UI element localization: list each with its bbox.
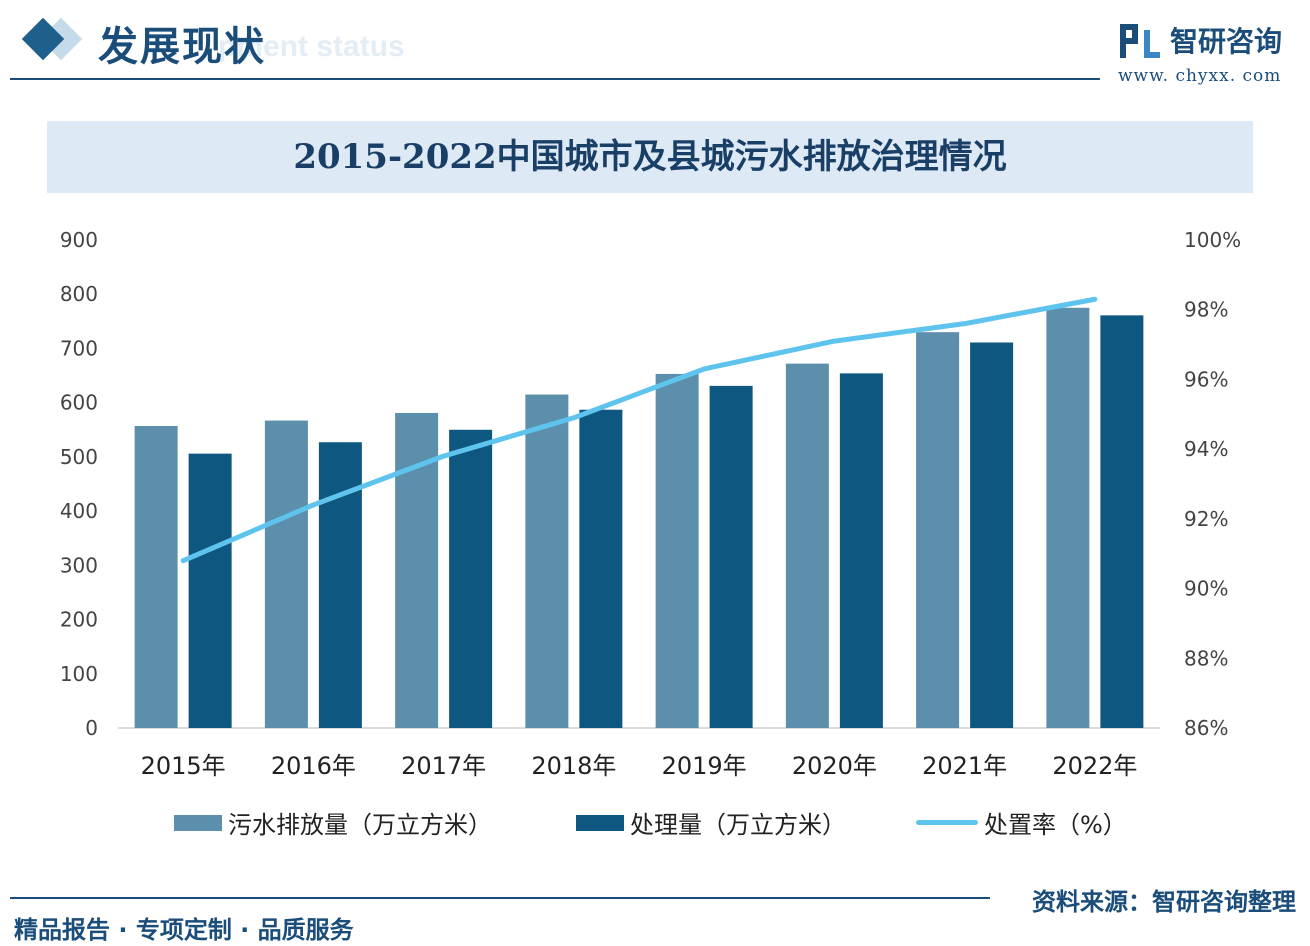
bar-treated [839, 373, 883, 728]
y-right-tick-label: 92% [1184, 507, 1228, 531]
bars-group [134, 307, 1144, 728]
legend: 污水排放量（万立方米） 处理量（万立方米） 处置率（%） [0, 805, 1310, 845]
y-left-axis: 0 100 200 300 400 500 600 700 800 900 [60, 228, 98, 740]
y-left-tick-label: 200 [60, 608, 98, 632]
footer-tagline: 精品报告 · 专项定制 · 品质服务 [14, 916, 354, 944]
bar-treated [1100, 315, 1144, 728]
y-left-tick-label: 500 [60, 445, 98, 469]
y-right-tick-label: 100% [1184, 228, 1241, 252]
legend-label-discharge: 污水排放量（万立方米） [228, 811, 492, 839]
header-title: 发展现状 [98, 24, 266, 70]
bar-discharge [655, 373, 699, 728]
chart-title-band [47, 121, 1253, 193]
bar-treated [970, 342, 1014, 728]
page-header: pment status 发展现状 智研咨询 www. chyxx. com [0, 0, 1310, 100]
y-right-tick-label: 94% [1184, 437, 1228, 461]
y-left-tick-label: 300 [60, 553, 98, 577]
bar-discharge [785, 363, 829, 728]
x-tick-label: 2020年 [792, 752, 877, 780]
rate-series-line [180, 296, 1098, 564]
legend-label-treated: 处理量（万立方米） [630, 811, 846, 839]
bar-treated [579, 409, 623, 728]
y-right-tick-label: 98% [1184, 298, 1228, 322]
footer-source-backdrop [990, 872, 1310, 922]
y-left-tick-label: 700 [60, 336, 98, 360]
header-divider [10, 78, 1100, 80]
bar-treated [318, 442, 362, 728]
legend-item-discharge: 污水排放量（万立方米） [174, 805, 492, 840]
combo-chart: 0 100 200 300 400 500 600 700 800 900 86% 88% 90% 92… [60, 228, 1241, 780]
bar-treated [188, 453, 232, 728]
legend-item-treated: 处理量（万立方米） [576, 805, 846, 840]
y-left-tick-label: 800 [60, 282, 98, 306]
legend-swatch-treated [576, 814, 624, 831]
footer-divider [10, 897, 1300, 899]
y-left-tick-label: 900 [60, 228, 98, 252]
legend-swatch-discharge [174, 814, 222, 831]
legend-swatch-rate [916, 820, 978, 825]
x-tick-label: 2019年 [662, 752, 747, 780]
x-tick-label: 2017年 [401, 752, 486, 780]
bar-discharge [525, 394, 569, 728]
y-left-tick-label: 100 [60, 662, 98, 686]
x-tick-label: 2015年 [141, 752, 226, 780]
x-axis: 2015年 2016年 2017年 2018年 2019年 2020年 2021年 2022年 [141, 752, 1138, 780]
bar-discharge [916, 332, 960, 728]
legend-label-rate: 处置率（%） [984, 811, 1127, 839]
x-tick-label: 2018年 [531, 752, 616, 780]
y-right-tick-label: 88% [1184, 646, 1228, 670]
y-left-tick-label: 0 [85, 716, 98, 740]
x-tick-label: 2016年 [271, 752, 356, 780]
y-right-tick-label: 96% [1184, 367, 1228, 391]
y-right-tick-label: 90% [1184, 577, 1228, 601]
bar-treated [449, 429, 493, 728]
footer-source: 资料来源：智研咨询整理 [1032, 888, 1296, 916]
x-tick-label: 2022年 [1052, 752, 1137, 780]
brand-logo-icon [1120, 24, 1160, 58]
legend-item-rate: 处置率（%） [916, 805, 1127, 840]
bar-discharge [134, 425, 178, 728]
bar-treated [709, 385, 753, 728]
y-left-tick-label: 400 [60, 499, 98, 523]
y-left-tick-label: 600 [60, 391, 98, 415]
bar-discharge [264, 420, 308, 728]
y-right-axis: 86% 88% 90% 92% 94% 96% 98% 100% [1184, 228, 1241, 740]
bar-discharge [1046, 307, 1090, 728]
x-tick-label: 2021年 [922, 752, 1007, 780]
header-subtitle: pment status [218, 30, 405, 63]
brand-name: 智研咨询 [1170, 25, 1283, 58]
brand-url[interactable]: www. chyxx. com [1118, 66, 1282, 86]
chart-title: 2015-2022中国城市及县城污水排放治理情况 [293, 137, 1007, 177]
y-right-tick-label: 86% [1184, 716, 1228, 740]
